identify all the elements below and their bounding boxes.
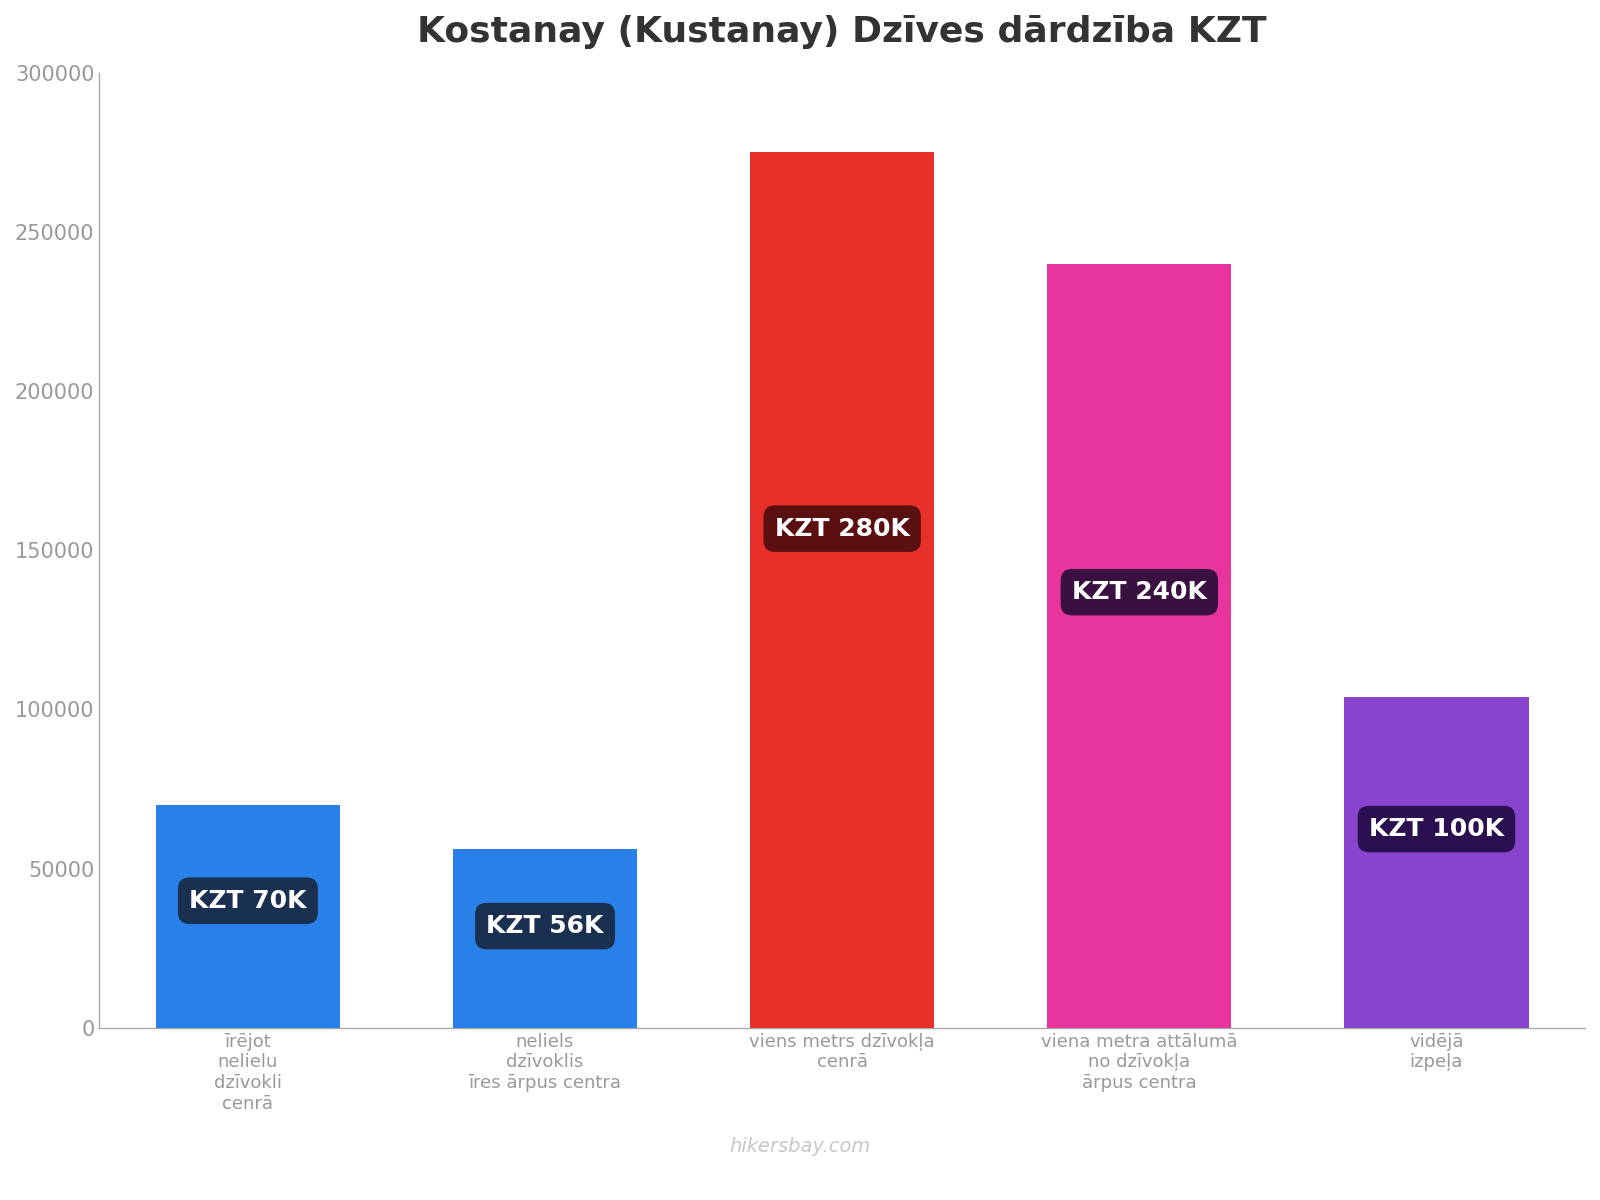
Bar [453,850,637,1027]
Bar [750,152,934,1027]
Bar [1344,697,1528,1027]
Text: KZT 70K: KZT 70K [189,889,307,913]
Bar [155,805,341,1027]
Text: KZT 100K: KZT 100K [1370,817,1504,841]
Text: hikersbay.com: hikersbay.com [730,1136,870,1156]
Text: KZT 56K: KZT 56K [486,914,603,938]
Text: KZT 240K: KZT 240K [1072,580,1206,604]
Title: Kostanay (Kustanay) Dzīves dārdzība KZT: Kostanay (Kustanay) Dzīves dārdzība KZT [418,14,1267,49]
Bar [1046,264,1232,1027]
Text: KZT 280K: KZT 280K [774,517,910,541]
